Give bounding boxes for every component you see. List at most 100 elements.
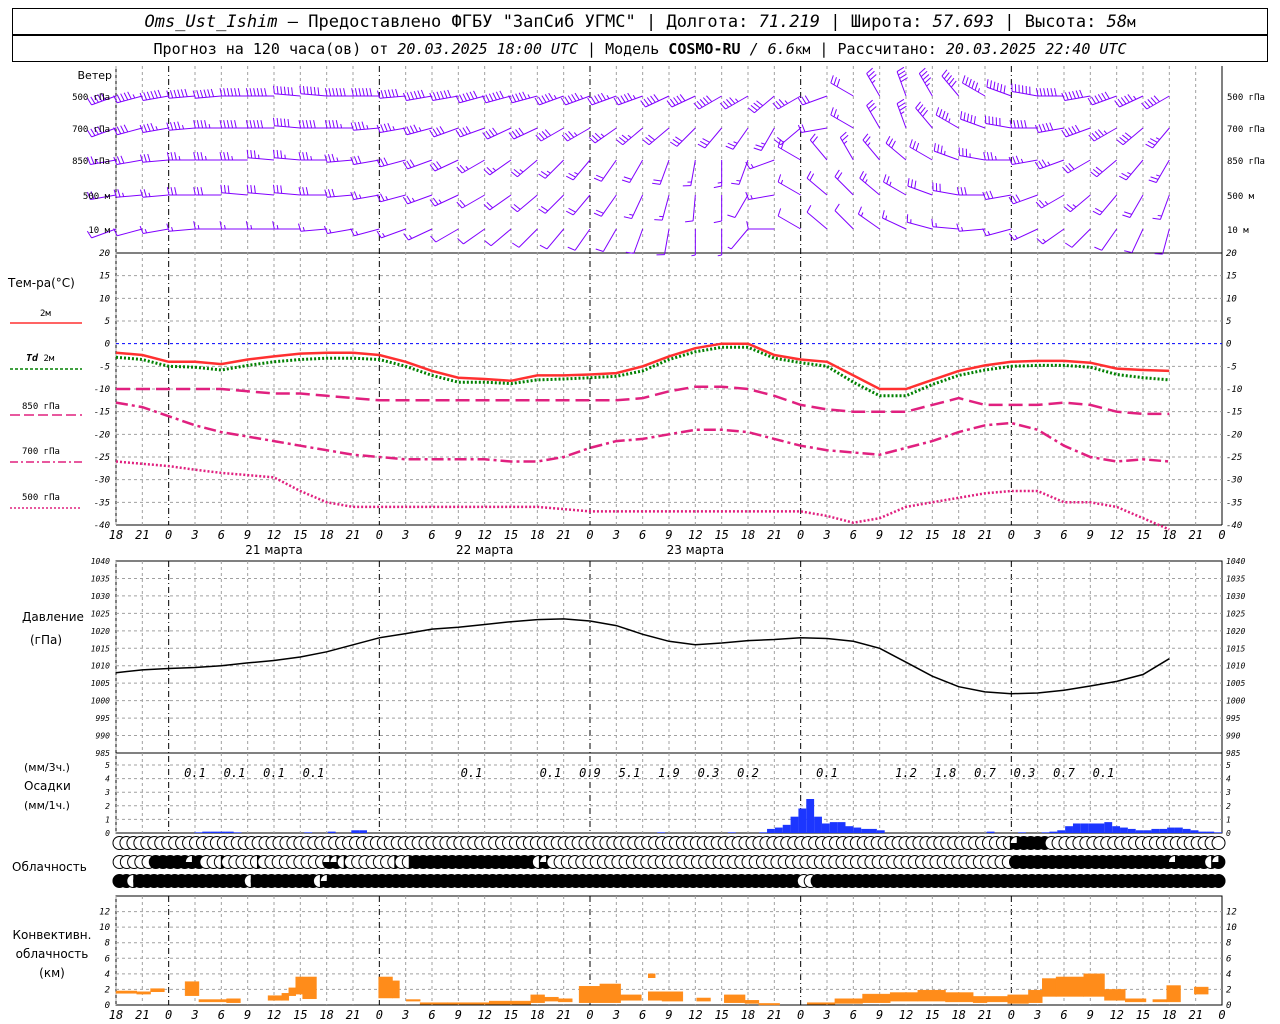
wind-barb-flag (727, 214, 736, 218)
temp-hour-label: 0 (1008, 528, 1015, 542)
wind-barb (510, 194, 538, 213)
model-res: / 6.6 (740, 40, 795, 58)
wind-barb-flag (123, 124, 129, 133)
wind-barb-flag (806, 171, 812, 179)
wind-barb-flag (280, 150, 283, 159)
wind-barb (511, 228, 538, 248)
wind-barb-flag (736, 179, 741, 182)
wind-barb (324, 188, 354, 198)
wind-barb-flag (1122, 134, 1129, 141)
precip-3h-label: 0.1 (303, 766, 325, 780)
wind-barb-flag (727, 246, 732, 250)
wind-barb-flag (219, 152, 223, 161)
wind-barb-flag (283, 118, 286, 127)
wind-barb-shaft (645, 95, 670, 108)
wind-barb-flag (1090, 171, 1098, 178)
wind-barb-flag (365, 88, 369, 97)
conv-bar (392, 980, 400, 999)
wind-barb-flag (1155, 137, 1160, 140)
wind-barb-flag (541, 95, 547, 103)
wind-barb-flag (1150, 138, 1158, 143)
temp-hour-label: 21 (346, 528, 360, 542)
wind-barb (429, 194, 459, 207)
wind-barb-flag (1008, 196, 1014, 205)
wind-barb-flag (840, 131, 847, 138)
wind-barb-flag (956, 223, 960, 232)
wind-barb-flag (113, 228, 118, 236)
wind-barb (885, 136, 907, 161)
wind-barb-flag (989, 190, 994, 199)
wind-barb-flag (868, 70, 875, 78)
wind-barb-shaft (896, 103, 907, 129)
precip-bar (798, 808, 807, 833)
precip-3h-label: 0.1 (224, 766, 246, 780)
wind-barb-shaft (142, 127, 169, 134)
wind-barb (430, 228, 459, 243)
wind-barb-flag (339, 88, 343, 97)
wind-barb-flag (90, 96, 96, 104)
wind-barb-flag (777, 208, 782, 217)
cloud-circle (1211, 836, 1226, 850)
wind-barb-flag (332, 88, 335, 97)
wind-barb-shaft (1065, 127, 1091, 138)
wind-barb-flag (305, 120, 309, 129)
precip-3h-label: 0.2 (737, 766, 759, 780)
wind-barb-flag (685, 220, 694, 223)
wind-barb-flag (432, 92, 437, 101)
wind-barb-flag (1034, 124, 1039, 133)
wind-barb-flag (540, 171, 549, 177)
wind-barb-shaft (353, 127, 380, 131)
wind-barb-shaft (490, 228, 512, 247)
wind-barb-flag (964, 187, 967, 196)
press-tick-right: 1010 (1226, 662, 1245, 671)
precip-bar (806, 799, 815, 833)
temp-series-line (115, 460, 1170, 531)
precip-bar (1214, 832, 1222, 833)
wind-barb-flag (797, 97, 803, 106)
wind-barb-flag (1068, 91, 1073, 100)
wind-barb-flag (900, 111, 905, 115)
wind-barb-flag (438, 199, 442, 204)
temp-tick-right: 0 (1226, 340, 1231, 350)
wind-barb-flag (1074, 124, 1081, 133)
wind-barb-shaft (1093, 127, 1117, 142)
precip-tick-right: 0 (1226, 829, 1231, 838)
wind-barb-flag (410, 91, 415, 100)
wind-barb-flag (564, 96, 570, 104)
bottom-hour-label: 0 (165, 1008, 172, 1022)
conv-bar (406, 999, 421, 1002)
wind-barb (1116, 127, 1144, 146)
wind-barb-shaft (704, 127, 723, 149)
wind-barb-flag (376, 90, 381, 99)
wind-barb-flag (380, 90, 384, 99)
wind-barb-shaft (1155, 159, 1170, 183)
wind-barb-flag (1071, 126, 1077, 134)
wind-barb-flag (249, 88, 253, 97)
temp-hour-label: 18 (1162, 528, 1176, 542)
temp-hour-label: 0 (1218, 528, 1225, 542)
wind-barb (1148, 159, 1170, 183)
conv-tick-right: 6 (1226, 954, 1231, 964)
wind-barb-flag (1119, 137, 1127, 143)
wind-barb-flag (1041, 159, 1047, 167)
wind-barb-flag (302, 152, 305, 161)
day-label: 23 марта (667, 543, 724, 557)
wind-barb (1034, 159, 1065, 170)
wind-barb-flag (944, 150, 946, 155)
wind-barb-flag (1144, 100, 1151, 108)
wind-barb-shaft (1064, 95, 1091, 102)
wind-barb-flag (486, 201, 494, 209)
wind-barb-shaft (565, 95, 591, 106)
conv-bar (1083, 973, 1105, 997)
wind-barb-flag (625, 251, 634, 254)
wind-barb-flag (1061, 129, 1067, 138)
wind-barb-flag (226, 88, 230, 97)
wind-barb-flag (679, 94, 686, 102)
precip-bar (1151, 828, 1160, 833)
wind-barb-flag (652, 182, 661, 185)
wind-barb (717, 229, 723, 257)
wind-barb-flag (231, 155, 234, 161)
wind-barb-flag (192, 90, 196, 99)
wind-barb-flag (966, 113, 970, 122)
wind-barb (561, 127, 591, 142)
